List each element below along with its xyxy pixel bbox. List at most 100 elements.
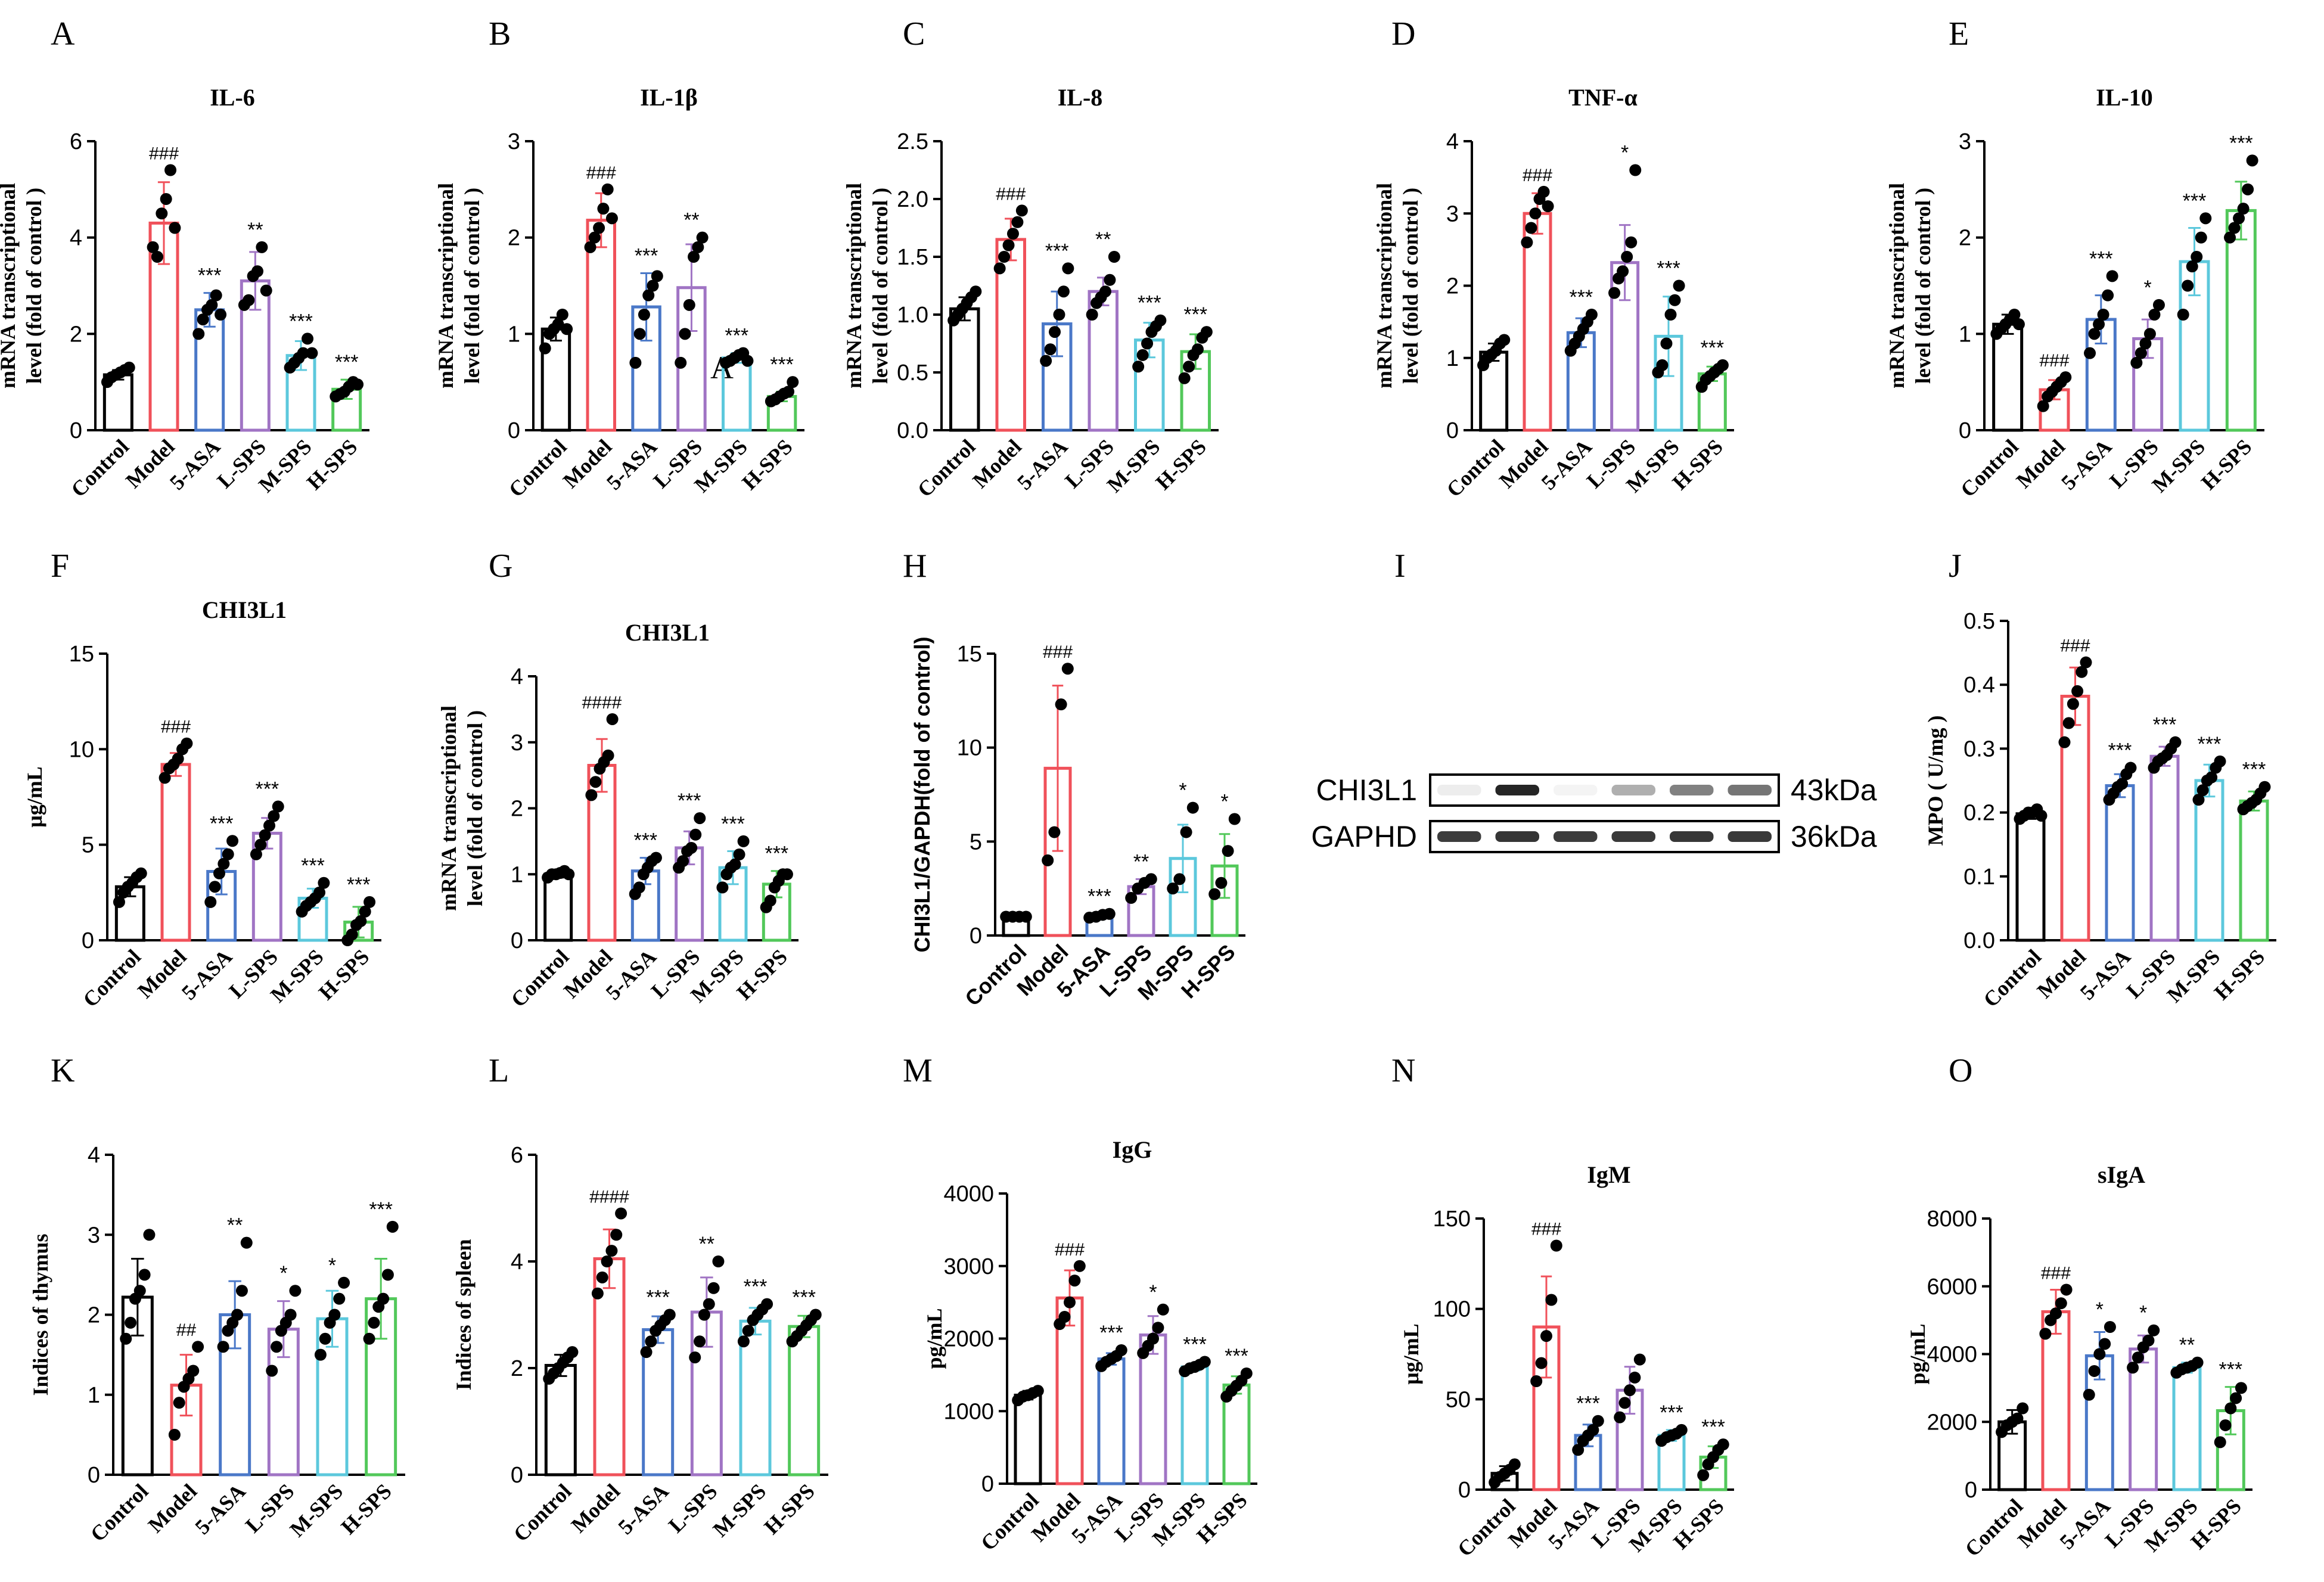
- data-point: [993, 262, 1006, 275]
- data-point: [675, 356, 687, 369]
- data-point: [2062, 717, 2075, 729]
- y-tick-label: 0.4: [1963, 673, 1995, 698]
- chart-title: sIgA: [2098, 1161, 2145, 1188]
- significance-label: ***: [1657, 257, 1680, 280]
- data-point: [217, 1341, 229, 1353]
- y-axis-label: CHI3L1/GAPDH(fold of control): [910, 637, 934, 953]
- data-point: [677, 855, 689, 868]
- y-tick-label: 0: [511, 1463, 523, 1488]
- data-point: [683, 299, 695, 311]
- y-axis-label: level (fold of control ): [868, 188, 892, 384]
- data-point: [663, 1309, 676, 1321]
- panel-letter-E: E: [1949, 15, 1969, 52]
- chart-title: IL-10: [2096, 84, 2153, 111]
- x-tick-label: Control: [66, 434, 133, 502]
- bar-m-sps: [1180, 1365, 1209, 1485]
- data-point: [2214, 1436, 2226, 1449]
- data-point: [1540, 1330, 1552, 1342]
- data-point: [1062, 262, 1074, 275]
- y-axis-label: level (fold of control ): [1399, 188, 1422, 384]
- data-point: [585, 789, 598, 801]
- data-point: [1545, 1294, 1558, 1306]
- significance-label: ###: [149, 144, 179, 164]
- data-point: [1104, 273, 1116, 286]
- data-point: [1191, 343, 1204, 356]
- data-point: [368, 1316, 380, 1329]
- data-point: [602, 749, 614, 762]
- y-tick-label: 3: [88, 1223, 100, 1248]
- data-point: [2012, 318, 2025, 331]
- significance-label: ***: [2108, 739, 2132, 762]
- significance-label: ***: [210, 812, 234, 835]
- y-tick-label: 6: [511, 1143, 523, 1168]
- data-point: [737, 1335, 750, 1348]
- data-point: [1198, 1356, 1211, 1368]
- y-tick-label: 2.5: [897, 129, 928, 154]
- data-point: [703, 1298, 715, 1310]
- y-tick-label: 6000: [1927, 1275, 1977, 1300]
- significance-label: ###: [1523, 166, 1552, 185]
- x-tick-label: Control: [504, 434, 571, 502]
- y-tick-label: 1: [508, 322, 520, 347]
- data-point: [172, 753, 184, 765]
- data-point: [1660, 337, 1673, 350]
- y-axis-label: MPO ( U/mg ): [1924, 716, 1947, 846]
- y-tick-label: 150: [1433, 1207, 1471, 1232]
- data-point: [240, 1236, 253, 1249]
- data-point: [268, 810, 280, 822]
- data-point: [2080, 656, 2092, 669]
- y-tick-label: 2: [1446, 274, 1459, 299]
- bar-h-sps: [2225, 209, 2257, 432]
- y-tick-label: 2000: [1927, 1410, 1977, 1435]
- data-point: [610, 1229, 623, 1241]
- data-point: [1208, 888, 1221, 900]
- y-tick-label: 0.5: [897, 360, 928, 386]
- y-tick-label: 6: [70, 129, 82, 154]
- data-point: [1073, 1260, 1086, 1272]
- data-point: [588, 231, 601, 244]
- x-tick-label: 5-ASA: [165, 434, 225, 494]
- data-point: [2058, 736, 2071, 748]
- data-point: [2148, 1324, 2160, 1337]
- data-point: [243, 294, 255, 306]
- significance-label: *: [279, 1262, 287, 1285]
- data-point: [589, 776, 602, 788]
- data-point: [297, 347, 309, 359]
- data-point: [1624, 1384, 1636, 1397]
- data-point: [642, 289, 655, 302]
- significance-label: ####: [589, 1187, 629, 1207]
- y-tick-label: 100: [1433, 1297, 1471, 1322]
- y-tick-label: 1000: [943, 1399, 994, 1424]
- y-axis-label: mRNA transcriptional: [0, 183, 20, 388]
- data-point: [809, 1309, 822, 1321]
- panel-letter-O: O: [1949, 1052, 1972, 1089]
- y-axis-label: level (fold of control ): [460, 188, 484, 384]
- significance-label: ***: [721, 813, 745, 835]
- x-tick-label: H-SPS: [302, 434, 362, 494]
- x-tick-label: 5-ASA: [601, 944, 661, 1004]
- panel-letter-F: F: [51, 548, 69, 585]
- x-tick-label: M-SPS: [254, 434, 316, 497]
- x-tick-label: H-SPS: [759, 1479, 819, 1539]
- y-axis-label: level (fold of control ): [1911, 188, 1935, 384]
- data-point: [2130, 356, 2143, 369]
- data-point: [2055, 1297, 2067, 1310]
- y-axis-label: mRNA transcriptional: [437, 705, 461, 911]
- significance-label: ***: [744, 1276, 768, 1298]
- data-point: [707, 1282, 720, 1294]
- y-axis-label: mRNA transcriptional: [842, 183, 866, 388]
- data-point: [970, 285, 982, 298]
- y-tick-label: 1.0: [897, 303, 928, 328]
- significance-label: ***: [1099, 1322, 1123, 1344]
- data-point: [2102, 289, 2114, 302]
- bar-control: [1014, 1393, 1042, 1485]
- data-point: [218, 857, 230, 870]
- chart-panel-A: A IL-6 0 2 4 6 mRNA transcriptional level (fold…: [0, 15, 369, 502]
- data-point: [1521, 236, 1533, 248]
- western-blot-panel: I CHI3L1 GAPHD 43kDa 36kDa: [1311, 548, 1877, 853]
- data-point: [319, 1332, 331, 1345]
- x-tick-label: Control: [1453, 1494, 1520, 1561]
- data-point: [260, 284, 272, 297]
- chart-title: CHI3L1: [202, 596, 287, 623]
- data-point: [2169, 736, 2182, 748]
